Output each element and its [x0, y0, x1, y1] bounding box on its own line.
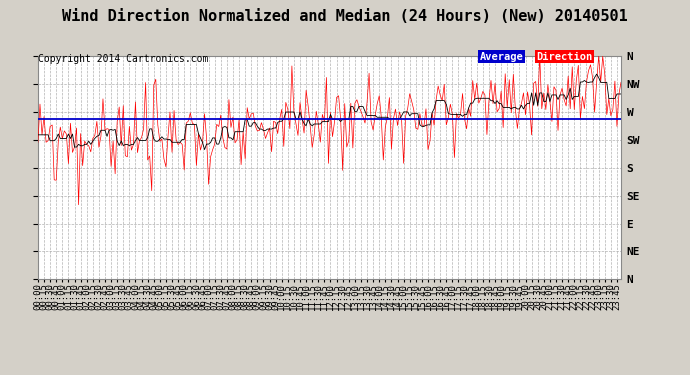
Text: Average: Average [480, 52, 523, 62]
Text: Wind Direction Normalized and Median (24 Hours) (New) 20140501: Wind Direction Normalized and Median (24… [62, 9, 628, 24]
Text: Direction: Direction [536, 52, 593, 62]
Text: Copyright 2014 Cartronics.com: Copyright 2014 Cartronics.com [38, 54, 208, 64]
